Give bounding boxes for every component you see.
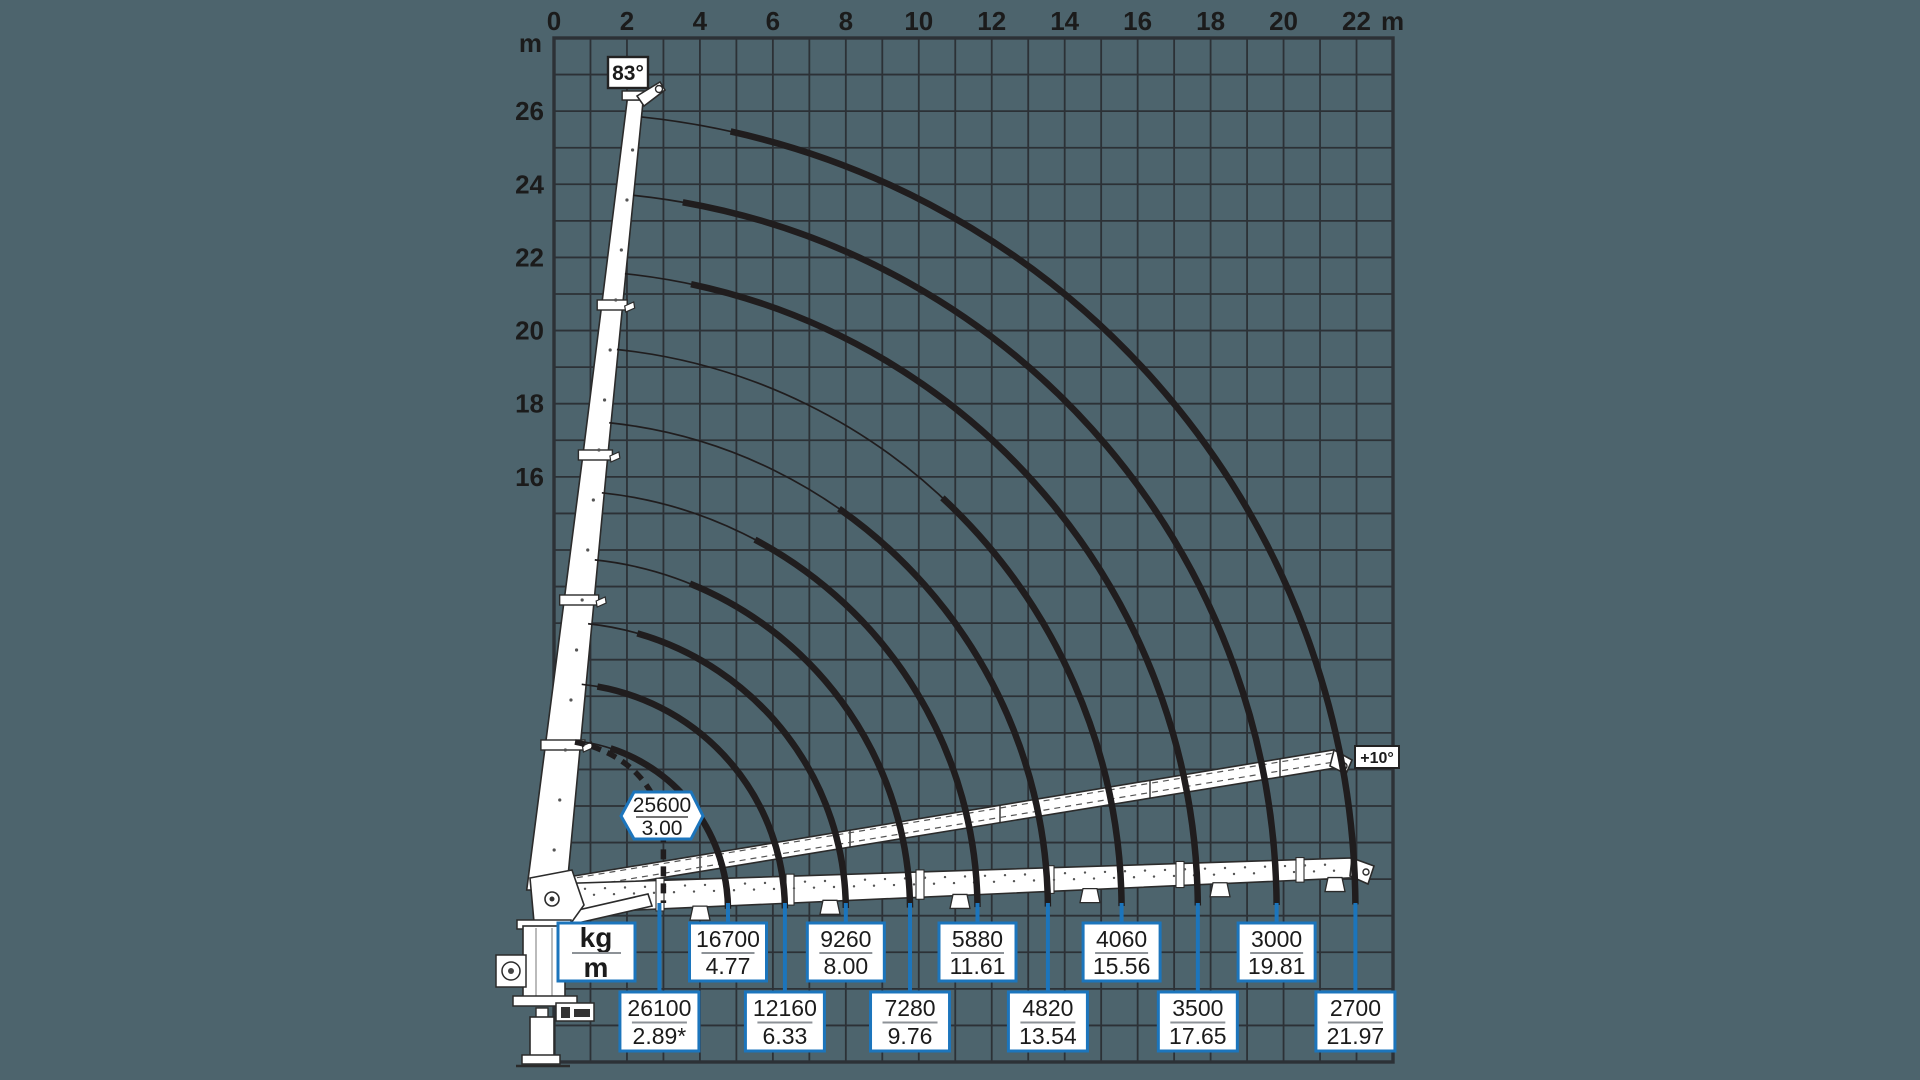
capacity-curve (753, 536, 981, 908)
x-axis-tick: 2 (620, 6, 634, 36)
load-value: 7280 (884, 995, 935, 1021)
x-axis-tick: 12 (977, 6, 1006, 36)
outreach-value: 17.65 (1169, 1023, 1227, 1049)
capacity-curve (682, 199, 1280, 906)
capacity-curve (940, 495, 1125, 907)
load-value: 26100 (627, 995, 691, 1021)
capacity-curve (690, 280, 1202, 906)
outreach-value: 4.77 (706, 953, 751, 979)
x-axis-tick: 22 (1342, 6, 1371, 36)
load-value: 2700 (1330, 995, 1381, 1021)
x-axis-tick: 16 (1123, 6, 1152, 36)
load-value: 9260 (820, 926, 871, 952)
outreach-value: 6.33 (763, 1023, 808, 1049)
crane-part (595, 596, 607, 608)
load-value: 16700 (696, 926, 760, 952)
x-axis-unit: m (1381, 6, 1404, 36)
x-axis-tick: 18 (1196, 6, 1225, 36)
outreach-value: 2.89* (633, 1023, 687, 1049)
boom-angle-labels: 83° +10° (606, 55, 1400, 769)
capacity-curve (729, 128, 1359, 905)
capacity-curve (636, 630, 850, 909)
crane-part (1324, 876, 1346, 893)
x-axis-tick: 14 (1050, 6, 1079, 36)
outreach-value: 21.97 (1327, 1023, 1385, 1049)
legend-kg-per-m: kgm (556, 921, 637, 983)
y-axis-tick: 26 (515, 96, 544, 126)
y-axis-tick: 22 (515, 242, 544, 272)
x-axis-tick: 20 (1269, 6, 1298, 36)
crane-part (624, 301, 636, 313)
badge-load-value: 25600 (633, 794, 691, 817)
x-axis-tick: 6 (766, 6, 780, 36)
y-axis-tick: 24 (515, 169, 544, 199)
load-labels: 167004.7792608.00588011.61406015.5630001… (556, 790, 1397, 1053)
crane-part (819, 899, 841, 915)
outreach-value: 15.56 (1093, 953, 1151, 979)
load-value: 12160 (753, 995, 817, 1021)
capacity-curve (688, 580, 914, 908)
crane-part (949, 893, 971, 910)
outreach-value: 8.00 (823, 953, 868, 979)
load-value: 3000 (1251, 926, 1302, 952)
outreach-value: 9.76 (888, 1023, 933, 1049)
crane-part (1209, 882, 1231, 898)
load-value: 4060 (1096, 926, 1147, 952)
outreach-value: 13.54 (1019, 1023, 1077, 1049)
x-axis-tick: 8 (839, 6, 853, 36)
crane-part (1079, 887, 1101, 904)
y-axis-tick: 18 (515, 389, 544, 419)
x-axis-tick: 4 (693, 6, 708, 36)
capacity-curve (837, 506, 1052, 907)
load-value: 4820 (1022, 995, 1073, 1021)
legend-m: m (584, 952, 609, 983)
y-axis-tick: 16 (515, 462, 544, 492)
outreach-value: 11.61 (950, 953, 1006, 979)
max-angle-label: 83° (612, 62, 644, 85)
crane-part (609, 451, 621, 463)
outreach-value: 19.81 (1248, 953, 1306, 979)
crane-part (689, 905, 711, 921)
x-axis-tick: 0 (547, 6, 561, 36)
x-axis-tick: 10 (904, 6, 933, 36)
min-angle-label: +10° (1360, 750, 1394, 767)
y-axis-unit: m (519, 28, 542, 58)
load-value: 3500 (1172, 995, 1223, 1021)
load-value: 5880 (952, 926, 1003, 952)
y-axis-tick: 20 (515, 316, 544, 346)
badge-outreach-value: 3.00 (642, 817, 683, 840)
label-connectors (657, 903, 1358, 992)
capacity-curve (596, 683, 789, 909)
legend-kg: kg (580, 922, 613, 953)
